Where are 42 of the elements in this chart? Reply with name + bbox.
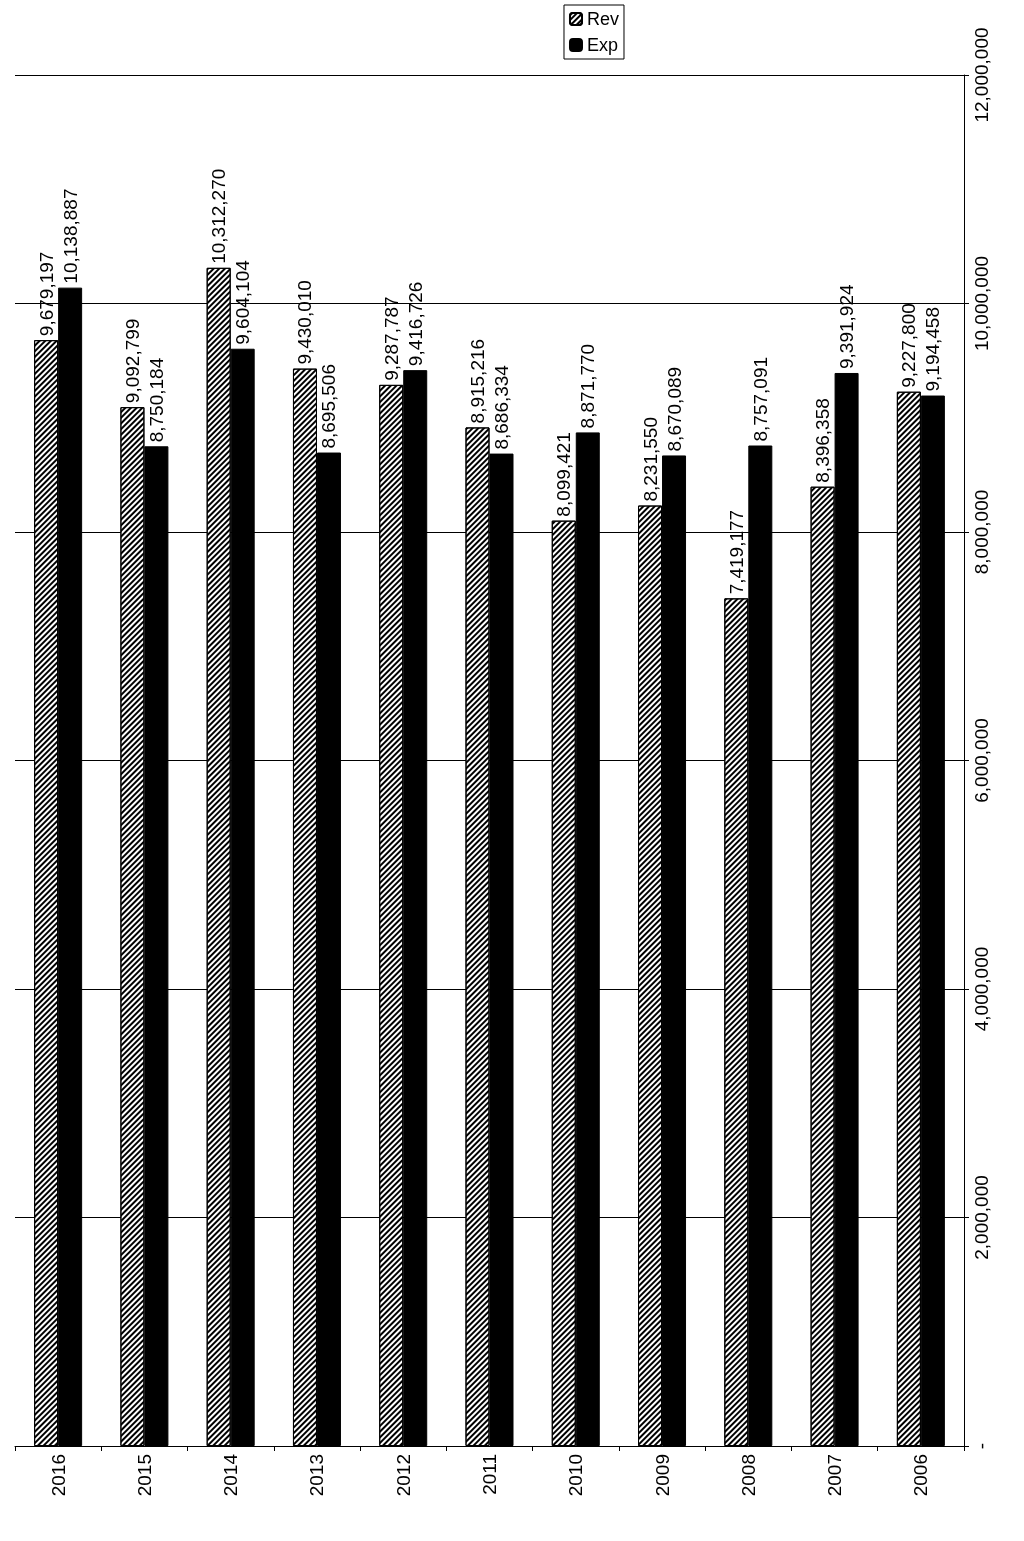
data-label: 8,750,184 bbox=[145, 357, 167, 443]
data-label: 9,416,726 bbox=[404, 281, 426, 367]
y-tick-label: - bbox=[971, 1442, 992, 1450]
data-label: 9,604,104 bbox=[232, 259, 254, 345]
y-tick-label: 10,000,000 bbox=[971, 255, 992, 352]
data-label: 9,430,010 bbox=[294, 280, 316, 365]
data-label: 9,194,458 bbox=[922, 307, 944, 392]
data-label: 9,092,799 bbox=[121, 318, 143, 404]
y-tick-label: 2,000,000 bbox=[971, 1175, 992, 1260]
data-label: 8,695,506 bbox=[318, 364, 340, 449]
y-tick-label: 4,000,000 bbox=[971, 946, 992, 1032]
data-label: 8,915,216 bbox=[467, 338, 488, 424]
x-tick-label: 2014 bbox=[220, 1453, 242, 1497]
x-tick-label: 2012 bbox=[392, 1454, 414, 1497]
data-label: 8,871,770 bbox=[577, 343, 599, 429]
data-label: 9,287,787 bbox=[380, 296, 402, 381]
data-label: 10,138,887 bbox=[59, 188, 81, 284]
x-tick-label: 2008 bbox=[737, 1454, 759, 1497]
data-label: 7,419,177 bbox=[725, 509, 747, 595]
legend-label: Rev bbox=[586, 9, 620, 29]
data-label: 8,396,358 bbox=[812, 398, 834, 483]
legend-label: Exp bbox=[586, 35, 619, 55]
x-tick-label: 2007 bbox=[824, 1454, 846, 1497]
data-label: 9,391,924 bbox=[836, 284, 858, 369]
data-label: 8,686,334 bbox=[491, 364, 512, 450]
x-tick-label: 2015 bbox=[133, 1454, 155, 1497]
x-tick-label: 2010 bbox=[565, 1454, 587, 1497]
y-tick-label: 12,000,000 bbox=[971, 27, 992, 123]
data-label: 9,227,800 bbox=[898, 303, 920, 388]
data-label: 9,679,197 bbox=[35, 251, 57, 337]
y-tick-label: 6,000,000 bbox=[971, 718, 992, 803]
data-label: 8,099,421 bbox=[553, 432, 575, 517]
data-label: 10,312,270 bbox=[208, 168, 230, 264]
y-tick-label: 8,000,000 bbox=[971, 489, 992, 575]
x-tick-label: 2009 bbox=[651, 1454, 673, 1497]
x-tick-label: 2006 bbox=[910, 1454, 932, 1497]
x-tick-label: 2013 bbox=[306, 1454, 328, 1497]
x-tick-label: 2011 bbox=[479, 1454, 500, 1495]
data-label: 8,670,089 bbox=[663, 366, 685, 452]
x-tick-label: 2016 bbox=[47, 1454, 69, 1497]
data-label: 8,231,550 bbox=[639, 417, 661, 502]
data-label: 8,757,091 bbox=[749, 356, 771, 442]
